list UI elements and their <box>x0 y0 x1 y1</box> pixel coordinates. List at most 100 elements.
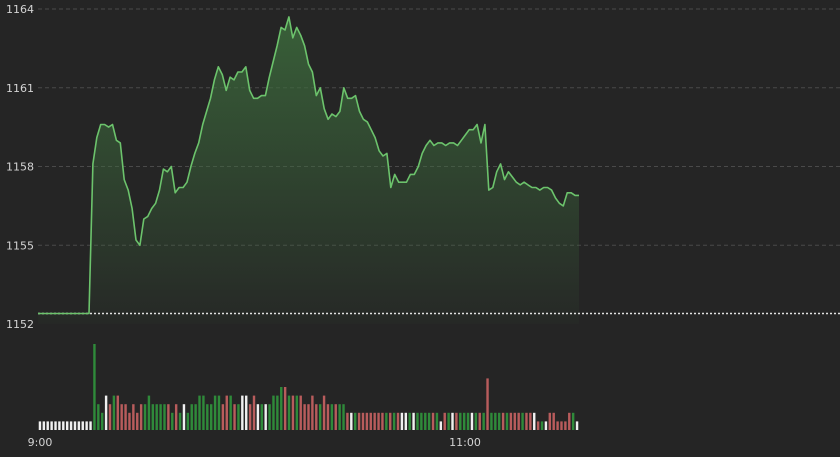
volume-bar <box>369 412 372 430</box>
volume-bar <box>268 404 271 430</box>
volume-bar <box>474 412 478 430</box>
volume-bar <box>202 395 205 430</box>
volume-bar <box>408 412 411 430</box>
volume-bar <box>571 412 575 430</box>
volume-bar <box>575 421 579 430</box>
volume-bar <box>120 404 123 430</box>
volume-bar <box>225 395 228 430</box>
y-tick-label: 1164 <box>6 3 34 16</box>
volume-bar <box>322 395 326 430</box>
volume-bar <box>136 412 139 430</box>
volume-bar <box>198 395 201 430</box>
volume-bar <box>65 421 69 430</box>
volume-bar <box>93 344 96 430</box>
volume-bar <box>81 421 84 430</box>
volume-bar <box>132 404 135 430</box>
volume-bar <box>373 412 376 430</box>
volume-bar <box>54 421 57 430</box>
volume-bar <box>517 412 520 430</box>
price-line <box>38 16 579 315</box>
volume-bar <box>529 412 532 430</box>
volume-bar <box>50 421 53 430</box>
x-tick-label: 11:00 <box>449 436 481 449</box>
volume-bar <box>283 387 287 430</box>
volume-bar <box>486 378 489 430</box>
volume-bar <box>416 412 419 430</box>
volume-bar <box>77 421 81 430</box>
price-line-layer <box>38 16 579 315</box>
volume-bar <box>392 412 396 430</box>
volume-bar <box>97 404 100 430</box>
volume-bar <box>112 395 116 430</box>
volume-bar <box>291 395 295 430</box>
volume-bar <box>307 404 310 430</box>
volume-bar <box>334 404 337 430</box>
volume-bar <box>568 412 571 430</box>
volume-bar <box>544 421 548 430</box>
volume-bars <box>38 344 579 430</box>
price-area <box>38 16 579 325</box>
volume-bar <box>490 412 493 430</box>
volume-bar <box>381 412 384 430</box>
volume-bar <box>256 404 260 430</box>
volume-bar <box>295 395 299 430</box>
y-tick-label: 1155 <box>6 239 34 252</box>
volume-bar <box>435 412 439 430</box>
volume-bar <box>287 395 291 430</box>
volume-bar <box>116 395 119 430</box>
volume-bar <box>494 412 497 430</box>
volume-bar <box>346 412 349 430</box>
volume-bar <box>556 421 559 430</box>
volume-bar <box>420 412 423 430</box>
volume-bar <box>260 404 263 430</box>
y-axis-tick-labels: 1164 1161 1158 1155 1152 <box>6 3 34 331</box>
volume-bar <box>167 404 170 430</box>
volume-bar <box>209 404 213 430</box>
volume-bar <box>318 404 322 430</box>
volume-bar <box>311 395 314 430</box>
x-axis-tick-labels: 9:00 11:00 <box>28 436 481 449</box>
y-tick-label: 1158 <box>6 161 34 174</box>
volume-bar <box>143 404 147 430</box>
volume-bar <box>58 421 61 430</box>
volume-bar <box>447 412 450 430</box>
volume-bar <box>470 412 474 430</box>
volume-bar <box>303 404 306 430</box>
volume-bar <box>521 412 524 430</box>
volume-bar <box>564 421 567 430</box>
volume-bar <box>525 412 528 430</box>
volume-bar <box>101 412 104 430</box>
volume-bar <box>85 421 88 430</box>
volume-bar <box>276 395 279 430</box>
volume-bar <box>365 412 369 430</box>
volume-bar <box>462 412 466 430</box>
volume-bar <box>552 412 555 430</box>
volume-bar <box>252 395 256 430</box>
volume-bar <box>248 404 252 430</box>
volume-bar <box>272 395 275 430</box>
volume-bar <box>46 421 49 430</box>
volume-bar <box>466 412 470 430</box>
volume-bar <box>455 412 458 430</box>
volume-bar <box>377 412 380 430</box>
volume-bar <box>427 412 431 430</box>
y-tick-label: 1161 <box>6 82 34 95</box>
volume-bar <box>171 412 174 430</box>
volume-bar <box>38 421 42 430</box>
price-area-fill <box>38 16 579 325</box>
volume-bar <box>174 404 178 430</box>
volume-bar <box>396 412 400 430</box>
volume-bar <box>69 421 73 430</box>
volume-bar <box>128 412 131 430</box>
volume-bar <box>431 412 435 430</box>
volume-bar <box>245 395 248 430</box>
volume-bar <box>501 412 505 430</box>
volume-bar <box>264 404 267 430</box>
volume-bar <box>513 412 516 430</box>
volume-bar <box>540 421 544 430</box>
volume-bar <box>108 404 112 430</box>
volume-bar <box>330 404 334 430</box>
volume-bar <box>178 412 182 430</box>
